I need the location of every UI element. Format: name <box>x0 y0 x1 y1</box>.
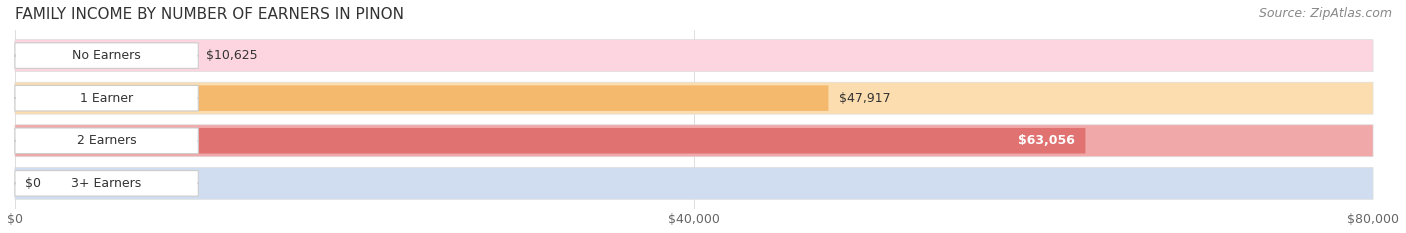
Text: FAMILY INCOME BY NUMBER OF EARNERS IN PINON: FAMILY INCOME BY NUMBER OF EARNERS IN PI… <box>15 7 404 22</box>
FancyBboxPatch shape <box>15 86 828 111</box>
FancyBboxPatch shape <box>15 43 198 68</box>
FancyBboxPatch shape <box>15 40 1374 72</box>
Text: Source: ZipAtlas.com: Source: ZipAtlas.com <box>1258 7 1392 20</box>
FancyBboxPatch shape <box>15 128 198 154</box>
Text: $47,917: $47,917 <box>838 92 890 105</box>
FancyBboxPatch shape <box>15 43 195 68</box>
FancyBboxPatch shape <box>15 82 1374 114</box>
Text: $0: $0 <box>25 177 41 190</box>
Text: $10,625: $10,625 <box>205 49 257 62</box>
FancyBboxPatch shape <box>15 167 1374 199</box>
Text: 1 Earner: 1 Earner <box>80 92 134 105</box>
Text: $63,056: $63,056 <box>1018 134 1076 147</box>
Text: No Earners: No Earners <box>72 49 141 62</box>
FancyBboxPatch shape <box>15 125 1374 157</box>
Text: 2 Earners: 2 Earners <box>77 134 136 147</box>
FancyBboxPatch shape <box>15 86 198 111</box>
Text: 3+ Earners: 3+ Earners <box>72 177 142 190</box>
FancyBboxPatch shape <box>15 128 1085 154</box>
FancyBboxPatch shape <box>15 171 198 196</box>
